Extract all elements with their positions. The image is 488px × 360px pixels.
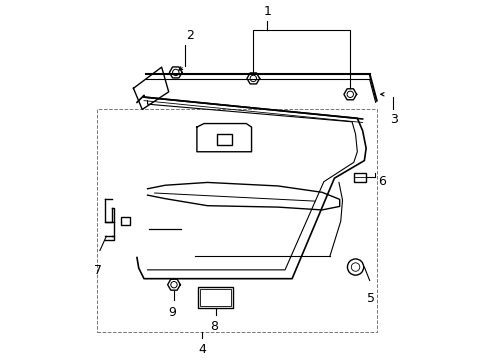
Text: 6: 6 xyxy=(377,175,385,188)
Text: 1: 1 xyxy=(263,5,271,18)
Bar xyxy=(121,217,130,225)
Text: 3: 3 xyxy=(389,113,397,126)
Text: 8: 8 xyxy=(210,320,218,333)
Bar xyxy=(217,134,231,145)
Bar xyxy=(199,289,231,306)
Text: 5: 5 xyxy=(366,292,374,305)
Text: 7: 7 xyxy=(94,264,102,276)
Bar xyxy=(97,109,377,332)
Bar xyxy=(198,287,233,307)
Text: 4: 4 xyxy=(198,343,206,356)
Text: 2: 2 xyxy=(185,30,193,42)
Text: 9: 9 xyxy=(168,306,176,319)
Bar xyxy=(354,173,365,182)
